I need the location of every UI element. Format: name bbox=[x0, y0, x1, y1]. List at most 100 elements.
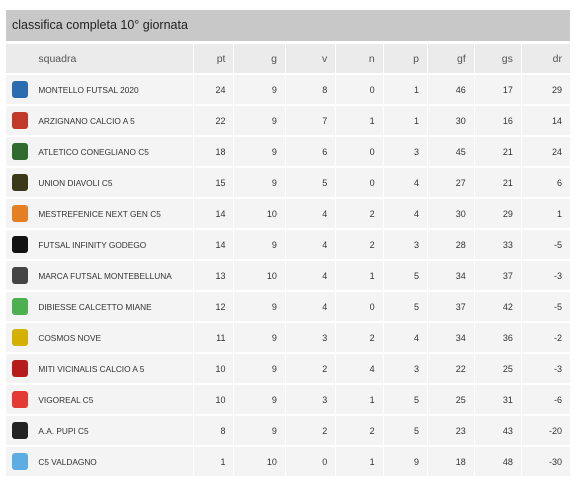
team-name[interactable]: COSMOS NOVE bbox=[34, 323, 193, 352]
stat-n: 2 bbox=[335, 323, 383, 352]
team-name[interactable]: ATLETICO CONEGLIANO C5 bbox=[34, 137, 193, 166]
stat-g: 9 bbox=[233, 168, 285, 197]
table-row[interactable]: ATLETICO CONEGLIANO C5 18 9 6 0 3 45 21 24 bbox=[6, 137, 570, 166]
stat-n: 0 bbox=[335, 168, 383, 197]
stat-n: 0 bbox=[335, 292, 383, 321]
team-name[interactable]: MONTELLO FUTSAL 2020 bbox=[34, 75, 193, 104]
stat-g: 9 bbox=[233, 230, 285, 259]
stat-g: 9 bbox=[233, 385, 285, 414]
team-crest-cell bbox=[6, 106, 35, 135]
stat-v: 4 bbox=[284, 261, 336, 290]
stat-dr: 1 bbox=[520, 199, 570, 228]
stat-n: 1 bbox=[335, 106, 383, 135]
team-name[interactable]: VIGOREAL C5 bbox=[34, 385, 193, 414]
table-row[interactable]: COSMOS NOVE 11 9 3 2 4 34 36 -2 bbox=[6, 323, 570, 352]
stat-n: 4 bbox=[335, 354, 383, 383]
stat-gs: 42 bbox=[473, 292, 521, 321]
stat-g: 9 bbox=[233, 137, 285, 166]
header-gf: gf bbox=[427, 44, 474, 73]
team-crest-cell bbox=[6, 168, 35, 197]
stat-pt: 1 bbox=[192, 447, 234, 476]
arzignano-crest-icon bbox=[12, 112, 29, 129]
stat-dr: 29 bbox=[520, 75, 570, 104]
team-name[interactable]: MESTREFENICE NEXT GEN C5 bbox=[34, 199, 193, 228]
header-squadra: squadra bbox=[34, 44, 193, 73]
stat-n: 2 bbox=[335, 416, 383, 445]
stat-p: 3 bbox=[382, 137, 427, 166]
stat-gf: 34 bbox=[427, 261, 474, 290]
stat-n: 2 bbox=[335, 199, 383, 228]
table-row[interactable]: UNION DIAVOLI C5 15 9 5 0 4 27 21 6 bbox=[6, 168, 570, 197]
stat-dr: 6 bbox=[520, 168, 570, 197]
miti-vicinalis-crest-icon bbox=[12, 360, 29, 377]
table-row[interactable]: MONTELLO FUTSAL 2020 24 9 8 0 1 46 17 29 bbox=[6, 75, 570, 104]
stat-p: 5 bbox=[382, 292, 427, 321]
table-row[interactable]: MARCA FUTSAL MONTEBELLUNA 13 10 4 1 5 34 37 -3 bbox=[6, 261, 570, 290]
table-row[interactable]: C5 VALDAGNO 1 10 0 1 9 18 48 -30 bbox=[6, 447, 570, 476]
team-crest-cell bbox=[6, 354, 35, 383]
team-crest-cell bbox=[6, 230, 35, 259]
stat-v: 3 bbox=[284, 385, 336, 414]
table-row[interactable]: VIGOREAL C5 10 9 3 1 5 25 31 -6 bbox=[6, 385, 570, 414]
stat-n: 0 bbox=[335, 137, 383, 166]
stat-pt: 18 bbox=[192, 137, 234, 166]
stat-p: 4 bbox=[382, 199, 427, 228]
table-row[interactable]: FUTSAL INFINITY GODEGO 14 9 4 2 3 28 33 -5 bbox=[6, 230, 570, 259]
stat-p: 1 bbox=[382, 106, 427, 135]
table-row[interactable]: MITI VICINALIS CALCIO A 5 10 9 2 4 3 22 25 -3 bbox=[6, 354, 570, 383]
stat-v: 4 bbox=[284, 292, 336, 321]
team-name[interactable]: ARZIGNANO CALCIO A 5 bbox=[34, 106, 193, 135]
stat-p: 5 bbox=[382, 416, 427, 445]
stat-pt: 12 bbox=[192, 292, 234, 321]
atletico-conegliano-crest-icon bbox=[12, 143, 29, 160]
table-row[interactable]: DIBIESSE CALCETTO MIANE 12 9 4 0 5 37 42 -5 bbox=[6, 292, 570, 321]
team-name[interactable]: UNION DIAVOLI C5 bbox=[34, 168, 193, 197]
stat-gs: 36 bbox=[473, 323, 521, 352]
stat-g: 9 bbox=[233, 323, 285, 352]
stat-v: 3 bbox=[284, 323, 336, 352]
stat-gf: 22 bbox=[427, 354, 474, 383]
stat-gf: 28 bbox=[427, 230, 474, 259]
standings-title: classifica completa 10° giornata bbox=[6, 10, 570, 41]
stat-dr: -5 bbox=[520, 230, 570, 259]
table-row[interactable]: ARZIGNANO CALCIO A 5 22 9 7 1 1 30 16 14 bbox=[6, 106, 570, 135]
table-row[interactable]: A.A. PUPI C5 8 9 2 2 5 23 43 -20 bbox=[6, 416, 570, 445]
stat-n: 0 bbox=[335, 75, 383, 104]
team-name[interactable]: MITI VICINALIS CALCIO A 5 bbox=[34, 354, 193, 383]
mestrefenice-crest-icon bbox=[12, 205, 29, 222]
team-name[interactable]: MARCA FUTSAL MONTEBELLUNA bbox=[34, 261, 193, 290]
valdagno-crest-icon bbox=[12, 453, 29, 470]
standings-body: MONTELLO FUTSAL 2020 24 9 8 0 1 46 17 29 ARZIGNAN… bbox=[6, 75, 570, 476]
stat-v: 0 bbox=[284, 447, 336, 476]
stat-gs: 43 bbox=[473, 416, 521, 445]
stat-gs: 21 bbox=[473, 137, 521, 166]
stat-v: 2 bbox=[284, 354, 336, 383]
team-crest-cell bbox=[6, 416, 35, 445]
stat-gs: 16 bbox=[473, 106, 521, 135]
stat-pt: 14 bbox=[192, 199, 234, 228]
union-diavoli-crest-icon bbox=[12, 174, 29, 191]
header-pt: pt bbox=[192, 44, 234, 73]
stat-p: 3 bbox=[382, 230, 427, 259]
stat-gf: 34 bbox=[427, 323, 474, 352]
header-gs: gs bbox=[473, 44, 521, 73]
header-dr: dr bbox=[520, 44, 570, 73]
header-p: p bbox=[382, 44, 427, 73]
stat-g: 9 bbox=[233, 106, 285, 135]
stat-gf: 30 bbox=[427, 199, 474, 228]
stat-gf: 23 bbox=[427, 416, 474, 445]
team-name[interactable]: DIBIESSE CALCETTO MIANE bbox=[34, 292, 193, 321]
stat-pt: 15 bbox=[192, 168, 234, 197]
stat-p: 5 bbox=[382, 261, 427, 290]
team-crest-cell bbox=[6, 292, 35, 321]
stat-g: 10 bbox=[233, 199, 285, 228]
team-crest-cell bbox=[6, 261, 35, 290]
stat-g: 9 bbox=[233, 354, 285, 383]
stat-v: 8 bbox=[284, 75, 336, 104]
stat-gs: 21 bbox=[473, 168, 521, 197]
team-name[interactable]: C5 VALDAGNO bbox=[34, 447, 193, 476]
team-name[interactable]: FUTSAL INFINITY GODEGO bbox=[34, 230, 193, 259]
stat-gf: 45 bbox=[427, 137, 474, 166]
table-row[interactable]: MESTREFENICE NEXT GEN C5 14 10 4 2 4 30 29 1 bbox=[6, 199, 570, 228]
team-name[interactable]: A.A. PUPI C5 bbox=[34, 416, 193, 445]
